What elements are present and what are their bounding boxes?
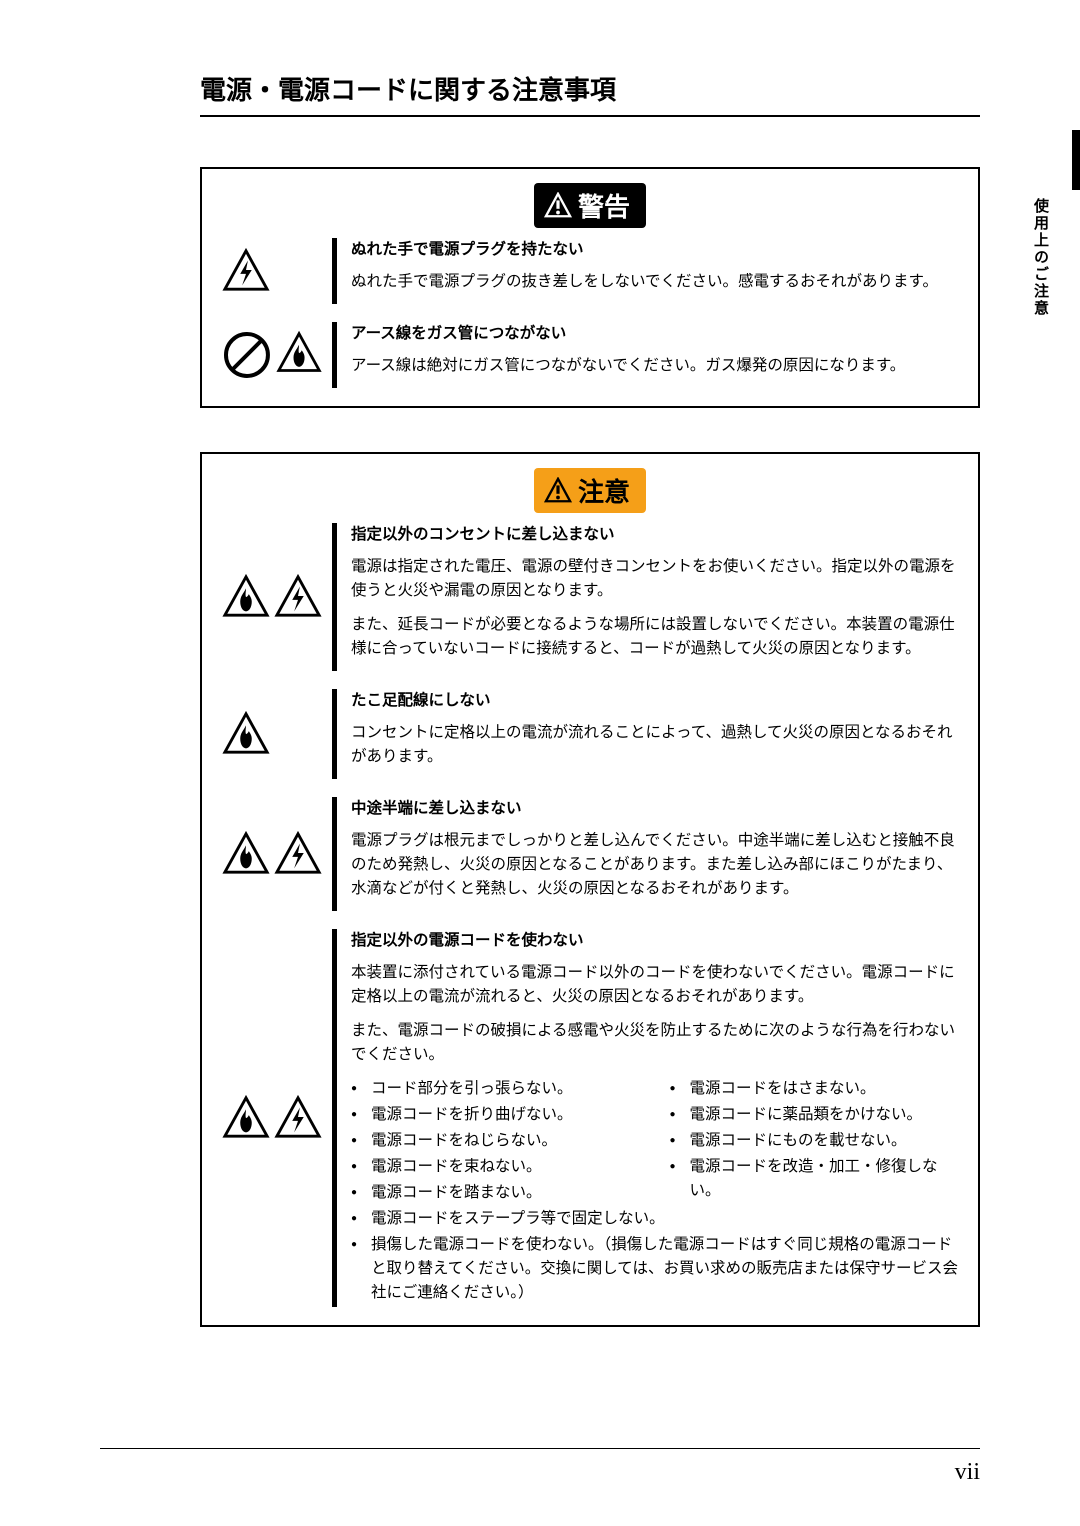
caution-item: 指定以外の電源コードを使わない 本装置に添付されている電源コード以外のコードを使… — [202, 929, 978, 1325]
list-item: 電源コードに薬品類をかけない。 — [670, 1103, 959, 1127]
caution-label-text: 注意 — [578, 472, 630, 509]
page-number: vii — [955, 1459, 980, 1485]
caution-body: 本装置に添付されている電源コード以外のコードを使わないでください。電源コードに定… — [351, 961, 958, 1009]
caution-item: 中途半端に差し込まない 電源プラグは根元までしっかりと差し込んでください。中途半… — [202, 797, 978, 929]
caution-list-right: 電源コードをはさまない。電源コードに薬品類をかけない。電源コードにものを載せない… — [670, 1077, 959, 1207]
side-tab: 使用上のご注意 — [1030, 130, 1080, 317]
caution-body: 電源プラグは根元までしっかりと差し込んでください。中途半端に差し込むと接触不良の… — [351, 829, 958, 901]
caution-heading: 指定以外の電源コードを使わない — [351, 929, 958, 953]
list-item: コード部分を引っ張らない。 — [351, 1077, 640, 1101]
fire-hazard-icon — [222, 710, 270, 758]
caution-body: また、延長コードが必要となるような場所には設置しないでください。本装置の電源仕様… — [351, 613, 958, 661]
shock-hazard-icon — [274, 830, 322, 878]
warning-label-text: 警告 — [578, 187, 630, 224]
warning-box: 警告 ぬれた手で電源プラグを持たない ぬれた手で電源プラグの抜き差しをしないでく… — [200, 167, 980, 408]
shock-hazard-icon — [274, 1094, 322, 1142]
fire-hazard-icon — [222, 1094, 270, 1142]
list-item: 電源コードを束ねない。 — [351, 1155, 640, 1179]
caution-triangle-icon — [544, 477, 572, 505]
warning-body: アース線は絶対にガス管につながないでください。ガス爆発の原因になります。 — [351, 354, 958, 378]
fire-hazard-icon — [222, 830, 270, 878]
list-item: 電源コードを踏まない。 — [351, 1181, 640, 1205]
warning-item: アース線をガス管につながない アース線は絶対にガス管につながないでください。ガス… — [202, 322, 978, 406]
caution-heading: 中途半端に差し込まない — [351, 797, 958, 821]
page-title: 電源・電源コードに関する注意事項 — [200, 70, 980, 107]
list-item: 電源コードをステープラ等で固定しない。 — [351, 1207, 958, 1231]
list-item: 損傷した電源コードを使わない。（損傷した電源コードはすぐ同じ規格の電源コードと取… — [351, 1233, 958, 1305]
caution-list-left: コード部分を引っ張らない。電源コードを折り曲げない。電源コードをねじらない。電源… — [351, 1077, 640, 1207]
caution-item: 指定以外のコンセントに差し込まない 電源は指定された電圧、電源の壁付きコンセント… — [202, 523, 978, 689]
caution-body: コンセントに定格以上の電流が流れることによって、過熱して火災の原因となるおそれが… — [351, 721, 958, 769]
warning-item: ぬれた手で電源プラグを持たない ぬれた手で電源プラグの抜き差しをしないでください… — [202, 238, 978, 322]
caution-body: 電源は指定された電圧、電源の壁付きコンセントをお使いください。指定以外の電源を使… — [351, 555, 958, 603]
list-item: 電源コードを折り曲げない。 — [351, 1103, 640, 1127]
warning-label-bar: 警告 — [202, 169, 978, 238]
caution-list-full: 電源コードをステープラ等で固定しない。損傷した電源コードを使わない。（損傷した電… — [351, 1207, 958, 1305]
caution-box: 注意 指定以外のコンセントに差し込まない 電源は指定された電圧、電源の壁付きコン… — [200, 452, 980, 1327]
title-rule — [200, 115, 980, 117]
warning-triangle-icon — [544, 192, 572, 220]
list-item: 電源コードをねじらない。 — [351, 1129, 640, 1153]
warning-heading: アース線をガス管につながない — [351, 322, 958, 346]
prohibit-icon — [222, 329, 272, 381]
shock-hazard-icon — [274, 573, 322, 621]
warning-heading: ぬれた手で電源プラグを持たない — [351, 238, 958, 262]
warning-label: 警告 — [534, 183, 646, 228]
caution-body: また、電源コードの破損による感電や火災を防止するために次のような行為を行わないで… — [351, 1019, 958, 1067]
fire-hazard-icon — [222, 573, 270, 621]
list-item: 電源コードにものを載せない。 — [670, 1129, 959, 1153]
caution-heading: たこ足配線にしない — [351, 689, 958, 713]
list-item: 電源コードをはさまない。 — [670, 1077, 959, 1101]
list-item: 電源コードを改造・加工・修復しない。 — [670, 1155, 959, 1203]
warning-body: ぬれた手で電源プラグの抜き差しをしないでください。感電するおそれがあります。 — [351, 270, 958, 294]
fire-hazard-icon — [276, 329, 322, 377]
page-footer: vii — [100, 1448, 980, 1486]
caution-heading: 指定以外のコンセントに差し込まない — [351, 523, 958, 547]
shock-hazard-icon — [222, 247, 270, 295]
caution-label-bar: 注意 — [202, 454, 978, 523]
caution-label: 注意 — [534, 468, 646, 513]
side-tab-marker — [1072, 130, 1080, 190]
caution-item: たこ足配線にしない コンセントに定格以上の電流が流れることによって、過熱して火災… — [202, 689, 978, 797]
side-tab-text: 使用上のご注意 — [1030, 198, 1051, 317]
